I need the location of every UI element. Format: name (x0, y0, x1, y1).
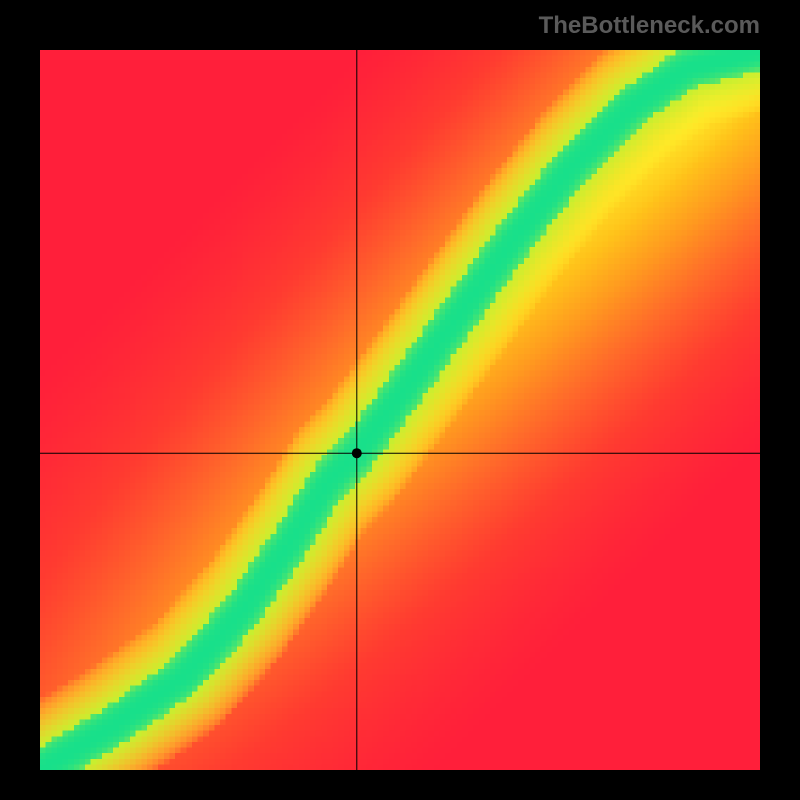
watermark-text: TheBottleneck.com (539, 12, 760, 40)
chart-container: TheBottleneck.com (0, 0, 800, 800)
bottleneck-heatmap (40, 50, 760, 770)
